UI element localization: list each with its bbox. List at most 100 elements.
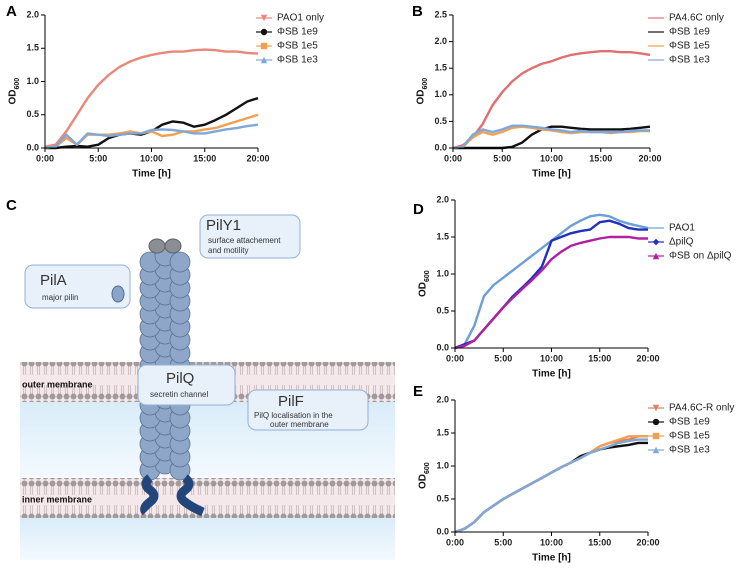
- y-tick-label: 0.5: [26, 109, 39, 119]
- x-axis-title: Time [h]: [132, 169, 171, 180]
- y-axis-title-subscript: 600: [14, 78, 21, 90]
- y-axis-title-subscript: 600: [422, 78, 429, 90]
- y-tick-label: 2.0: [436, 394, 449, 404]
- x-axis-title: Time [h]: [532, 369, 571, 380]
- series-line: [454, 438, 648, 534]
- y-tick-label: 2.0: [26, 9, 39, 19]
- panel-label: A: [6, 3, 17, 20]
- y-tick-label: 0.5: [436, 305, 449, 315]
- legend-label: ΦSB 1e3: [669, 55, 710, 66]
- y-axis-title: OD: [418, 474, 429, 489]
- cytoplasm: [20, 518, 395, 560]
- x-tick-label: 15:00: [588, 353, 611, 363]
- box-text: and motility: [208, 246, 248, 255]
- legend-marker: [652, 446, 660, 454]
- inner-membrane-lipids: [20, 478, 395, 518]
- series-line: [454, 441, 648, 534]
- chart: D PAO1 ΔpilQ ΦSB on ΔpilQ 0.0 0.5 1.0 1.5 2.0 0:0…: [413, 194, 732, 379]
- x-tick-label: 10:00: [540, 353, 563, 363]
- pilf-helix: [176, 474, 205, 517]
- legend-label: ΔpilQ: [669, 237, 694, 248]
- legend-marker: [652, 252, 660, 260]
- legend-marker: [260, 28, 268, 36]
- pilin-icon: [111, 285, 125, 303]
- y-tick-label: 2.5: [434, 9, 447, 19]
- y-axis-title-subscript: 600: [424, 462, 431, 474]
- x-tick-label: 20:00: [636, 537, 659, 547]
- series-line: [454, 435, 648, 534]
- label-box: [24, 264, 131, 309]
- legend-marker: [652, 432, 660, 440]
- series-line: [454, 435, 648, 534]
- x-tick-label: 0:00: [446, 353, 464, 363]
- y-axis-title: OD: [418, 282, 429, 297]
- series-line: [44, 123, 259, 150]
- chart: E PA4.6C-R only ΦSB 1e9 ΦSB 1e5 ΦSB 1e3 0.0 0.…: [413, 383, 734, 564]
- legend-label: ΦSB 1e9: [669, 27, 710, 38]
- box-title: PilF: [278, 393, 304, 410]
- x-tick-label: 5:00: [494, 353, 512, 363]
- legend-label: ΦSB 1e5: [277, 41, 318, 52]
- x-tick-label: 10:00: [540, 153, 563, 163]
- x-tick-label: 20:00: [246, 153, 269, 163]
- panel-label: D: [413, 201, 424, 218]
- y-tick-label: 1.5: [436, 427, 449, 437]
- membrane-label: outer membrane: [22, 379, 93, 389]
- legend-label: ΦSB 1e5: [669, 41, 710, 52]
- box-title: PilQ: [166, 370, 194, 387]
- box-text: secretin channel: [150, 390, 208, 399]
- legend-marker: [652, 404, 660, 412]
- y-tick-label: 1.5: [436, 231, 449, 241]
- legend-marker: [260, 14, 268, 22]
- diagram: outer membrane inner membrane PilY1 surf…: [6, 197, 395, 560]
- panel-label: C: [6, 197, 17, 214]
- x-tick-label: 0:00: [36, 153, 54, 163]
- x-tick-label: 15:00: [193, 153, 216, 163]
- legend-label: ΦSB 1e9: [277, 27, 318, 38]
- legend-marker: [652, 238, 660, 246]
- legend-marker: [260, 42, 268, 50]
- legend-marker: [652, 418, 660, 426]
- legend-label: PA4.6C only: [669, 13, 724, 24]
- y-tick-label: 1.5: [26, 43, 39, 53]
- y-tick-label: 1.0: [26, 76, 39, 86]
- x-axis-title: Time [h]: [532, 553, 571, 564]
- pilus: [139, 238, 191, 481]
- legend-label: PAO1 only: [277, 13, 324, 24]
- box-text: PilQ localisation in the: [254, 411, 333, 420]
- series-line: [452, 124, 650, 150]
- membrane-label: inner membrane: [22, 494, 92, 504]
- panel-label: E: [413, 383, 423, 400]
- box-text: major pilin: [42, 293, 78, 302]
- panel-label: B: [412, 3, 423, 20]
- legend-marker: [260, 56, 268, 64]
- label-box: [137, 364, 236, 406]
- x-tick-label: 5:00: [89, 153, 107, 163]
- series-line: [44, 48, 259, 148]
- label-box: [199, 214, 301, 259]
- x-tick-label: 15:00: [589, 153, 612, 163]
- x-tick-label: 10:00: [540, 537, 563, 547]
- y-tick-label: 1.0: [434, 89, 447, 99]
- legend-label: PAO1: [669, 223, 695, 234]
- x-tick-label: 15:00: [588, 537, 611, 547]
- label-box: [247, 389, 369, 431]
- series-line: [452, 50, 651, 150]
- chart: A PAO1 only ΦSB 1e9 ΦSB 1e5 ΦSB 1e3 0.0 0.5 1.0…: [6, 3, 324, 180]
- legend-label: ΦSB 1e3: [669, 445, 710, 456]
- series-line: [454, 235, 648, 350]
- legend-label: ΦSB 1e9: [669, 417, 710, 428]
- chart: B PA4.6C only ΦSB 1e9 ΦSB 1e5 ΦSB 1e3 0.0 0.5 1…: [412, 3, 724, 180]
- pily1-tip: [148, 238, 166, 254]
- legend-label: ΦSB 1e3: [277, 55, 318, 66]
- y-tick-label: 1.0: [436, 460, 449, 470]
- y-axis-title-subscript: 600: [424, 270, 431, 282]
- series-line: [45, 96, 259, 150]
- pily1-tip: [164, 238, 182, 254]
- box-text: surface attachement: [208, 236, 281, 245]
- x-tick-label: 20:00: [636, 353, 659, 363]
- legend-label: ΦSB 1e5: [669, 431, 710, 442]
- box-title: PilY1: [206, 217, 241, 234]
- x-tick-label: 10:00: [140, 153, 163, 163]
